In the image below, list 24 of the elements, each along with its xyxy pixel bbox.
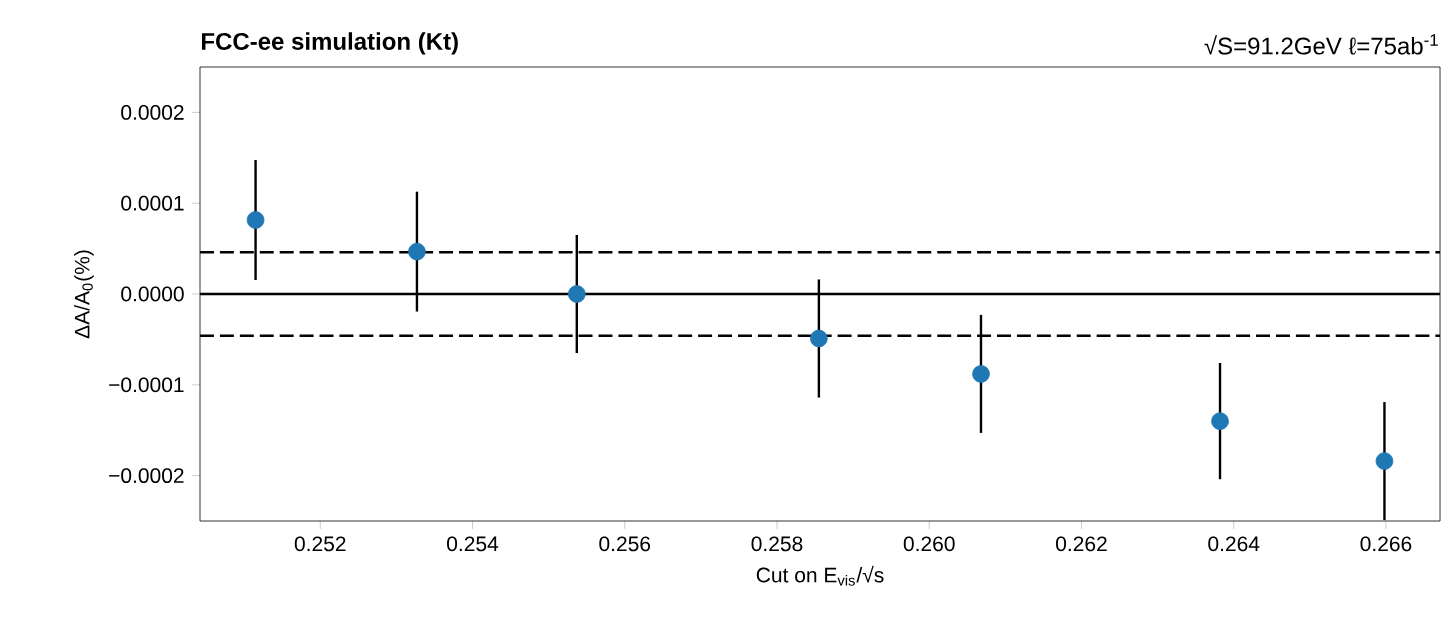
- x-tick-label: 0.256: [599, 536, 651, 552]
- y-tick-label: −0.0001: [109, 377, 184, 393]
- point: [568, 285, 586, 303]
- point: [1375, 452, 1394, 470]
- point: [810, 329, 828, 348]
- x-tick-label: 0.254: [447, 536, 499, 552]
- x-tick-label: 0.266: [1360, 536, 1412, 552]
- y-axis-title: ΔA/A$_{0}$(%): [74, 250, 94, 339]
- y-tick-label: 0.0001: [121, 195, 184, 211]
- x-tick-label: 0.262: [1056, 536, 1107, 552]
- point: [408, 242, 426, 261]
- chart-title: FCC-ee simulation (Kt): [202, 32, 458, 55]
- x-axis-title: Cut on E$_{vis}$/√s: [756, 565, 884, 586]
- chart-subtitle: √S=91.2GeV ℓ=75ab$^{-1}$: [1204, 34, 1438, 55]
- x-tick-label: 0.260: [903, 536, 955, 552]
- y-tick-label: 0.0002: [121, 104, 184, 120]
- y-tick-label: 0.0000: [121, 286, 184, 302]
- x-tick-label: 0.264: [1208, 536, 1260, 552]
- point: [972, 365, 990, 383]
- x-tick-label: 0.258: [751, 536, 803, 552]
- point: [246, 211, 265, 229]
- y-tick-label: −0.0002: [109, 468, 184, 484]
- x-tick-label: 0.252: [294, 536, 346, 552]
- point: [1211, 412, 1229, 430]
